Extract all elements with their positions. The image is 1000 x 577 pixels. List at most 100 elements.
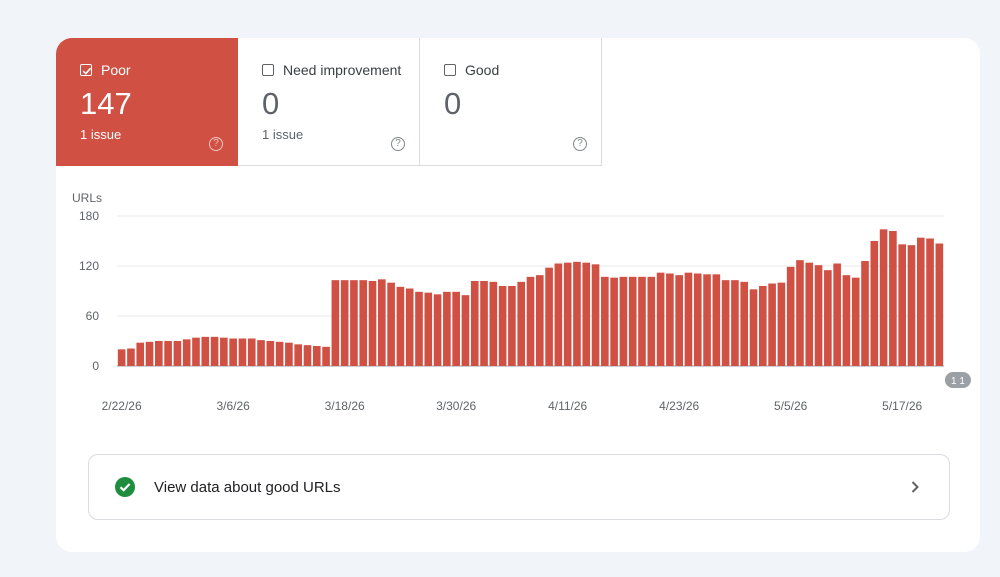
bar bbox=[554, 263, 563, 366]
bar bbox=[378, 279, 386, 366]
bar bbox=[777, 282, 786, 366]
tab-label: Poor bbox=[101, 62, 131, 78]
bar bbox=[350, 280, 358, 366]
bar bbox=[480, 281, 488, 366]
y-tick-label: 120 bbox=[79, 259, 99, 273]
tab-issue-count: 1 issue bbox=[80, 127, 122, 142]
bar bbox=[721, 280, 730, 366]
bar bbox=[359, 280, 368, 366]
bar bbox=[443, 291, 451, 366]
bar bbox=[861, 261, 869, 366]
bar bbox=[907, 245, 916, 366]
bar bbox=[898, 244, 906, 366]
bar bbox=[591, 264, 600, 366]
bar bbox=[201, 336, 210, 366]
bar bbox=[415, 291, 423, 366]
bar bbox=[257, 340, 265, 366]
bar bbox=[647, 276, 656, 366]
bar bbox=[628, 276, 637, 366]
bar bbox=[117, 349, 126, 366]
annotation-marker-label: 1 1 bbox=[951, 376, 965, 387]
help-icon[interactable]: ? bbox=[391, 137, 405, 151]
bar bbox=[452, 291, 460, 366]
urls-bar-chart: URLs 0 60 120 180 2/22/26 3/6/26 3/18/26 3/30/26… bbox=[72, 191, 971, 413]
bar bbox=[573, 261, 581, 366]
bar bbox=[545, 267, 553, 366]
x-tick-label: 2/22/26 bbox=[102, 399, 142, 413]
x-tick-label: 5/17/26 bbox=[882, 399, 922, 413]
bar bbox=[814, 265, 823, 366]
bar bbox=[796, 260, 804, 366]
bar bbox=[610, 277, 618, 366]
bar bbox=[535, 275, 544, 366]
x-tick-label: 5/5/26 bbox=[774, 399, 808, 413]
bar bbox=[851, 277, 860, 366]
bar bbox=[684, 272, 693, 366]
bar bbox=[805, 262, 814, 366]
bar bbox=[136, 342, 145, 366]
bar bbox=[182, 339, 191, 366]
bar bbox=[322, 346, 330, 366]
bar bbox=[396, 286, 405, 366]
bar bbox=[220, 337, 228, 366]
bar bbox=[210, 336, 219, 366]
tab-count: 147 bbox=[80, 86, 132, 121]
tab-issue-count: 1 issue bbox=[262, 127, 304, 142]
bar bbox=[368, 281, 377, 366]
bar bbox=[294, 344, 303, 366]
bar bbox=[285, 342, 293, 366]
bar bbox=[192, 337, 200, 366]
checkbox-unchecked-icon[interactable] bbox=[444, 64, 456, 76]
y-tick-label: 60 bbox=[86, 309, 100, 323]
status-tabs: Poor 147 1 issue ? Need improvement 0 1 … bbox=[56, 38, 602, 166]
bar bbox=[470, 281, 479, 366]
bar bbox=[275, 341, 284, 366]
checkbox-checked-icon[interactable] bbox=[80, 64, 92, 76]
bar bbox=[935, 243, 944, 366]
view-good-urls-label: View data about good URLs bbox=[154, 479, 341, 496]
bar bbox=[675, 275, 683, 366]
bar bbox=[842, 275, 851, 366]
bar bbox=[461, 295, 470, 366]
tab-count: 0 bbox=[444, 86, 462, 121]
bar bbox=[229, 338, 237, 366]
tab-good[interactable]: Good 0 ? bbox=[420, 38, 602, 166]
help-icon[interactable]: ? bbox=[209, 137, 223, 151]
bar bbox=[926, 238, 934, 366]
view-good-urls-button[interactable]: View data about good URLs bbox=[88, 454, 950, 520]
bar bbox=[498, 286, 507, 366]
bar bbox=[731, 280, 739, 366]
bar bbox=[889, 231, 897, 366]
x-tick-label: 3/18/26 bbox=[325, 399, 365, 413]
help-icon[interactable]: ? bbox=[573, 137, 587, 151]
bar bbox=[879, 229, 888, 366]
x-tick-label: 4/23/26 bbox=[659, 399, 699, 413]
bar bbox=[145, 341, 154, 366]
bar bbox=[164, 341, 172, 366]
bar bbox=[786, 266, 795, 366]
tab-need-improvement[interactable]: Need improvement 0 1 issue ? bbox=[238, 38, 420, 166]
bar bbox=[331, 280, 340, 366]
bar bbox=[758, 286, 767, 366]
bar bbox=[582, 262, 591, 366]
tab-poor[interactable]: Poor 147 1 issue ? bbox=[56, 38, 238, 166]
bar bbox=[824, 270, 832, 366]
y-tick-label: 180 bbox=[79, 209, 99, 223]
bar bbox=[489, 281, 498, 366]
annotation-marker bbox=[944, 372, 971, 388]
check-circle-icon bbox=[115, 477, 135, 497]
x-tick-label: 3/6/26 bbox=[216, 399, 250, 413]
chevron-right-icon bbox=[911, 481, 919, 493]
bar bbox=[703, 274, 711, 366]
bar bbox=[833, 263, 841, 366]
tab-count: 0 bbox=[262, 86, 280, 121]
bar bbox=[601, 276, 609, 366]
bar bbox=[312, 346, 321, 366]
bar bbox=[693, 273, 702, 366]
bar bbox=[517, 281, 526, 366]
y-axis-label: URLs bbox=[72, 191, 102, 205]
checkbox-unchecked-icon[interactable] bbox=[262, 64, 274, 76]
bar bbox=[433, 294, 442, 366]
bar bbox=[768, 283, 776, 366]
x-tick-label: 4/11/26 bbox=[548, 399, 587, 413]
